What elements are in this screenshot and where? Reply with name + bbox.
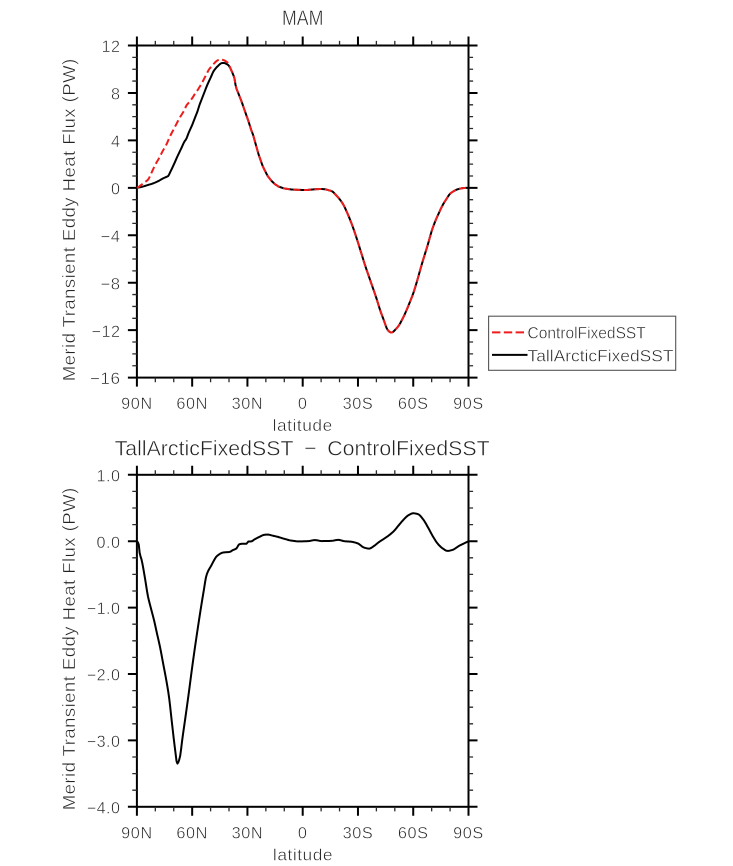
svg-text:30S: 30S	[343, 395, 374, 413]
svg-text:−8: −8	[101, 275, 121, 293]
svg-text:0: 0	[111, 180, 121, 198]
svg-text:4: 4	[111, 133, 121, 151]
svg-text:Merid Transient Eddy Heat Flux: Merid Transient Eddy Heat Flux (PW)	[59, 58, 79, 381]
svg-text:MAM: MAM	[282, 6, 324, 30]
svg-text:0: 0	[298, 395, 308, 413]
svg-text:0: 0	[298, 824, 308, 842]
svg-text:30S: 30S	[343, 824, 374, 842]
svg-text:−4: −4	[101, 228, 121, 246]
svg-text:−2.0: −2.0	[87, 667, 121, 685]
svg-text:60S: 60S	[398, 824, 429, 842]
svg-text:−4.0: −4.0	[87, 799, 121, 817]
svg-text:0.0: 0.0	[97, 534, 121, 552]
svg-text:30N: 30N	[232, 824, 264, 842]
svg-text:latitude: latitude	[273, 847, 333, 865]
svg-text:90N: 90N	[121, 395, 153, 413]
svg-text:90S: 90S	[453, 824, 484, 842]
svg-text:1.0: 1.0	[97, 467, 121, 485]
svg-text:60S: 60S	[398, 395, 429, 413]
svg-text:90S: 90S	[453, 395, 484, 413]
svg-text:Merid Transient Eddy Heat Flux: Merid Transient Eddy Heat Flux (PW)	[59, 487, 79, 810]
svg-text:TallArcticFixedSST: TallArcticFixedSST	[528, 348, 674, 366]
svg-text:ControlFixedSST: ControlFixedSST	[528, 325, 646, 343]
svg-text:60N: 60N	[176, 824, 208, 842]
svg-text:−12: −12	[92, 323, 121, 341]
svg-text:TallArcticFixedSST − ControlFi: TallArcticFixedSST − ControlFixedSST	[115, 437, 490, 461]
svg-text:60N: 60N	[176, 395, 208, 413]
svg-text:30N: 30N	[232, 395, 264, 413]
svg-text:90N: 90N	[121, 824, 153, 842]
svg-text:8: 8	[111, 86, 121, 104]
svg-text:−1.0: −1.0	[87, 600, 121, 618]
svg-text:latitude: latitude	[273, 417, 333, 435]
svg-text:−16: −16	[90, 370, 121, 388]
svg-text:−3.0: −3.0	[87, 733, 121, 751]
svg-text:12: 12	[102, 38, 121, 56]
